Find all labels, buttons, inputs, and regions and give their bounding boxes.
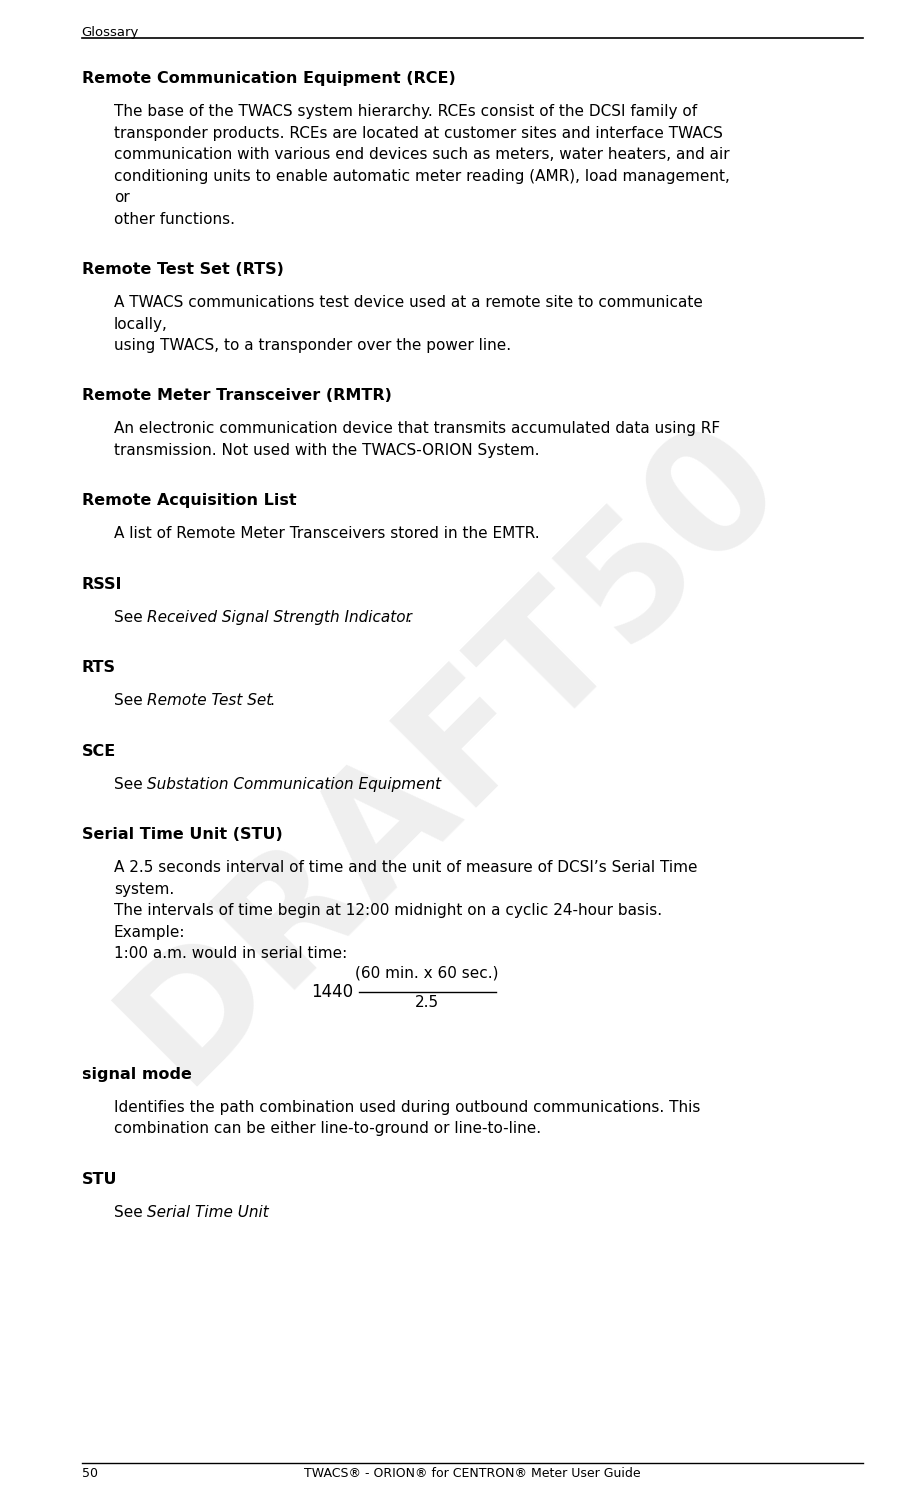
Text: communication with various end devices such as meters, water heaters, and air: communication with various end devices s… (114, 147, 729, 162)
Text: conditioning units to enable automatic meter reading (AMR), load management,: conditioning units to enable automatic m… (114, 168, 729, 183)
Text: SCE: SCE (81, 744, 116, 760)
Text: See: See (114, 778, 147, 793)
Text: A 2.5 seconds interval of time and the unit of measure of DCSI’s Serial Time: A 2.5 seconds interval of time and the u… (114, 860, 696, 875)
Text: RSSI: RSSI (81, 576, 122, 591)
Text: 2.5: 2.5 (414, 995, 439, 1010)
Text: TWACS® - ORION® for CENTRON® Meter User Guide: TWACS® - ORION® for CENTRON® Meter User … (303, 1466, 639, 1480)
Text: Example:: Example: (114, 925, 185, 940)
Text: A list of Remote Meter Transceivers stored in the EMTR.: A list of Remote Meter Transceivers stor… (114, 527, 539, 542)
Text: other functions.: other functions. (114, 212, 235, 227)
Text: .: . (405, 609, 411, 624)
Text: Received Signal Strength Indicator: Received Signal Strength Indicator (146, 609, 411, 624)
Text: A TWACS communications test device used at a remote site to communicate: A TWACS communications test device used … (114, 296, 702, 311)
Text: Serial Time Unit: Serial Time Unit (146, 1205, 268, 1220)
Text: DRAFT50: DRAFT50 (91, 392, 811, 1111)
Text: 1440: 1440 (312, 983, 353, 1001)
Text: transmission. Not used with the TWACS-ORION System.: transmission. Not used with the TWACS-OR… (114, 443, 539, 458)
Text: Remote Communication Equipment (RCE): Remote Communication Equipment (RCE) (81, 71, 455, 86)
Text: Glossary: Glossary (81, 26, 139, 39)
Text: RTS: RTS (81, 660, 116, 675)
Text: Remote Test Set: Remote Test Set (146, 693, 272, 708)
Text: locally,: locally, (114, 317, 168, 332)
Text: (60 min. x 60 sec.): (60 min. x 60 sec.) (355, 967, 498, 982)
Text: transponder products. RCEs are located at customer sites and interface TWACS: transponder products. RCEs are located a… (114, 126, 722, 141)
Text: Remote Test Set (RTS): Remote Test Set (RTS) (81, 263, 284, 278)
Text: The base of the TWACS system hierarchy. RCEs consist of the DCSI family of: The base of the TWACS system hierarchy. … (114, 104, 696, 119)
Text: STU: STU (81, 1172, 117, 1187)
Text: See: See (114, 1205, 147, 1220)
Text: using TWACS, to a transponder over the power line.: using TWACS, to a transponder over the p… (114, 338, 510, 353)
Text: Remote Meter Transceiver (RMTR): Remote Meter Transceiver (RMTR) (81, 389, 391, 404)
Text: or: or (114, 191, 129, 206)
Text: Identifies the path combination used during outbound communications. This: Identifies the path combination used dur… (114, 1100, 700, 1115)
Text: Substation Communication Equipment: Substation Communication Equipment (146, 778, 441, 793)
Text: The intervals of time begin at 12:00 midnight on a cyclic 24-hour basis.: The intervals of time begin at 12:00 mid… (114, 904, 661, 919)
Text: .: . (434, 778, 439, 793)
Text: .: . (269, 693, 274, 708)
Text: combination can be either line-to-ground or line-to-line.: combination can be either line-to-ground… (114, 1121, 540, 1136)
Text: An electronic communication device that transmits accumulated data using RF: An electronic communication device that … (114, 422, 719, 437)
Text: See: See (114, 693, 147, 708)
Text: system.: system. (114, 883, 174, 898)
Text: See: See (114, 609, 147, 624)
Text: Serial Time Unit (STU): Serial Time Unit (STU) (81, 827, 282, 842)
Text: signal mode: signal mode (81, 1067, 191, 1082)
Text: 50: 50 (81, 1466, 98, 1480)
Text: Remote Acquisition List: Remote Acquisition List (81, 494, 296, 509)
Text: 1:00 a.m. would in serial time:: 1:00 a.m. would in serial time: (114, 947, 347, 962)
